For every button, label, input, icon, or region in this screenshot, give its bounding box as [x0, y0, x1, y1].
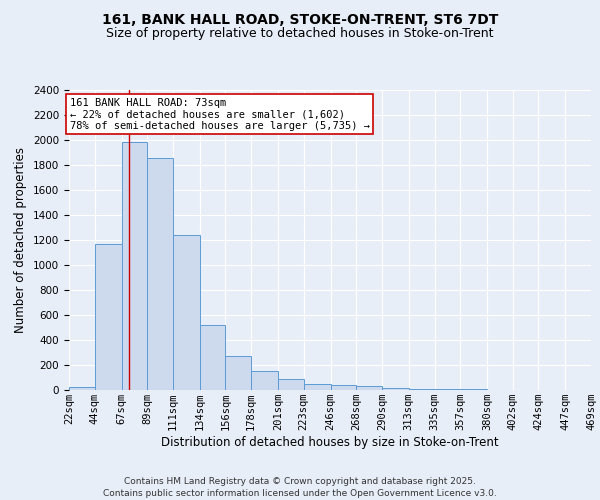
- Text: 161, BANK HALL ROAD, STOKE-ON-TRENT, ST6 7DT: 161, BANK HALL ROAD, STOKE-ON-TRENT, ST6…: [102, 12, 498, 26]
- Bar: [95, 244, 122, 390]
- Bar: [226, 356, 251, 390]
- Text: Size of property relative to detached houses in Stoke-on-Trent: Size of property relative to detached ho…: [106, 28, 494, 40]
- Y-axis label: Number of detached properties: Number of detached properties: [14, 147, 28, 333]
- Bar: [356, 386, 382, 390]
- Bar: [147, 158, 173, 390]
- Bar: [69, 387, 95, 390]
- Bar: [278, 379, 304, 390]
- Bar: [409, 389, 434, 390]
- Bar: [173, 235, 200, 390]
- Bar: [304, 384, 331, 390]
- Bar: [200, 325, 226, 390]
- Bar: [122, 142, 147, 390]
- Bar: [331, 385, 356, 390]
- Bar: [251, 371, 278, 390]
- X-axis label: Distribution of detached houses by size in Stoke-on-Trent: Distribution of detached houses by size …: [161, 436, 499, 449]
- Bar: [382, 388, 409, 390]
- Text: Contains HM Land Registry data © Crown copyright and database right 2025.
Contai: Contains HM Land Registry data © Crown c…: [103, 476, 497, 498]
- Text: 161 BANK HALL ROAD: 73sqm
← 22% of detached houses are smaller (1,602)
78% of se: 161 BANK HALL ROAD: 73sqm ← 22% of detac…: [70, 98, 370, 130]
